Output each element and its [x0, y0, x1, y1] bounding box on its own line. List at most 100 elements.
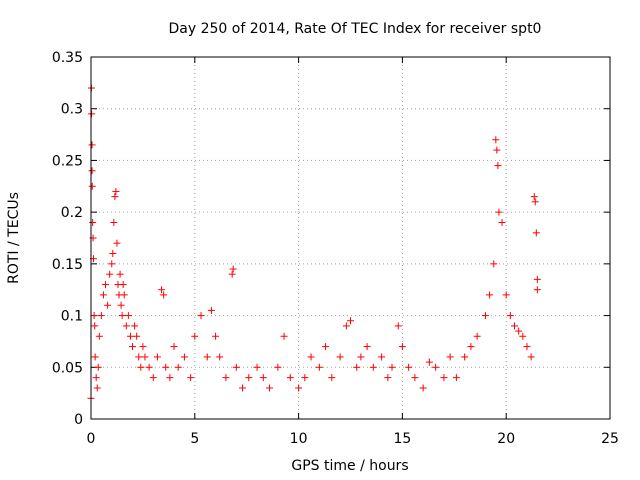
data-point: [452, 374, 460, 382]
data-point: [486, 291, 494, 299]
data-point: [425, 358, 433, 366]
data-point: [530, 193, 538, 201]
data-point: [97, 312, 105, 320]
data-point: [116, 270, 124, 278]
data-point: [533, 286, 541, 294]
data-point: [222, 374, 230, 382]
data-point: [88, 141, 96, 149]
data-point: [398, 343, 406, 351]
data-point: [99, 291, 107, 299]
data-point: [139, 343, 147, 351]
data-point: [113, 239, 121, 247]
data-point: [88, 182, 96, 190]
data-point: [307, 353, 315, 361]
data-point: [109, 250, 117, 258]
data-point: [108, 260, 116, 268]
y-tick-label: 0.25: [52, 153, 83, 169]
data-point: [111, 193, 119, 201]
data-point: [494, 162, 502, 170]
data-point: [145, 363, 153, 371]
data-point: [533, 275, 541, 283]
data-point: [135, 353, 143, 361]
chart-title: Day 250 of 2014, Rate Of TEC Index for r…: [169, 21, 542, 37]
data-point: [203, 353, 211, 361]
data-point: [94, 363, 102, 371]
x-tick-label: 20: [497, 431, 515, 447]
data-point: [259, 374, 267, 382]
data-point: [131, 322, 139, 330]
data-point: [158, 286, 166, 294]
data-point: [166, 374, 174, 382]
data-point: [353, 363, 361, 371]
data-point: [174, 363, 182, 371]
y-tick-label: 0: [74, 412, 83, 428]
data-point: [162, 363, 170, 371]
data-point: [207, 306, 215, 314]
y-tick-label: 0.2: [61, 205, 83, 221]
data-point: [216, 353, 224, 361]
data-point: [515, 327, 523, 335]
data-point: [112, 187, 120, 195]
data-point: [495, 208, 503, 216]
data-point: [473, 332, 481, 340]
data-point: [295, 384, 303, 392]
data-point: [519, 332, 527, 340]
data-point: [232, 363, 240, 371]
data-point: [490, 260, 498, 268]
axis-ticks: 0 5 10 15 20 25 0 0.05 0.1 0.15 0.2 0.25 0.3 0.35: [52, 50, 619, 447]
data-point: [153, 353, 161, 361]
x-tick-label: 10: [290, 431, 308, 447]
data-points: [87, 84, 541, 402]
data-point: [357, 353, 365, 361]
data-point: [191, 332, 199, 340]
x-tick-label: 0: [87, 431, 96, 447]
data-point: [89, 218, 97, 226]
data-point: [498, 218, 506, 226]
data-point: [124, 312, 132, 320]
data-point: [493, 146, 501, 154]
y-tick-label: 0.1: [61, 309, 83, 325]
data-point: [502, 291, 510, 299]
data-point: [106, 270, 114, 278]
data-point: [92, 374, 100, 382]
data-point: [467, 343, 475, 351]
data-point: [432, 363, 440, 371]
x-tick-label: 5: [190, 431, 199, 447]
data-point: [228, 270, 236, 278]
data-point: [102, 281, 110, 289]
data-point: [384, 374, 392, 382]
data-point: [369, 363, 377, 371]
data-point: [149, 374, 157, 382]
data-point: [122, 322, 130, 330]
data-point: [461, 353, 469, 361]
data-point: [301, 374, 309, 382]
data-point: [197, 312, 205, 320]
data-point: [388, 363, 396, 371]
x-tick-label: 25: [601, 431, 619, 447]
data-point: [492, 136, 500, 144]
data-point: [160, 291, 168, 299]
data-point: [394, 322, 402, 330]
data-point: [274, 363, 282, 371]
data-point: [133, 332, 141, 340]
data-point: [315, 363, 323, 371]
data-point: [336, 353, 344, 361]
data-point: [110, 218, 118, 226]
data-point: [405, 363, 413, 371]
data-point: [90, 312, 98, 320]
data-point: [411, 374, 419, 382]
y-axis-label: ROTI / TECUs: [6, 192, 22, 284]
data-point: [137, 363, 145, 371]
data-point: [506, 312, 514, 320]
data-point: [378, 353, 386, 361]
data-point: [212, 332, 220, 340]
data-point: [531, 198, 539, 206]
plot-frame: [90, 56, 611, 420]
data-point: [95, 332, 103, 340]
grid-lines: [91, 57, 610, 419]
data-point: [342, 322, 350, 330]
data-point: [129, 343, 137, 351]
data-point: [245, 374, 253, 382]
data-point: [88, 167, 96, 175]
